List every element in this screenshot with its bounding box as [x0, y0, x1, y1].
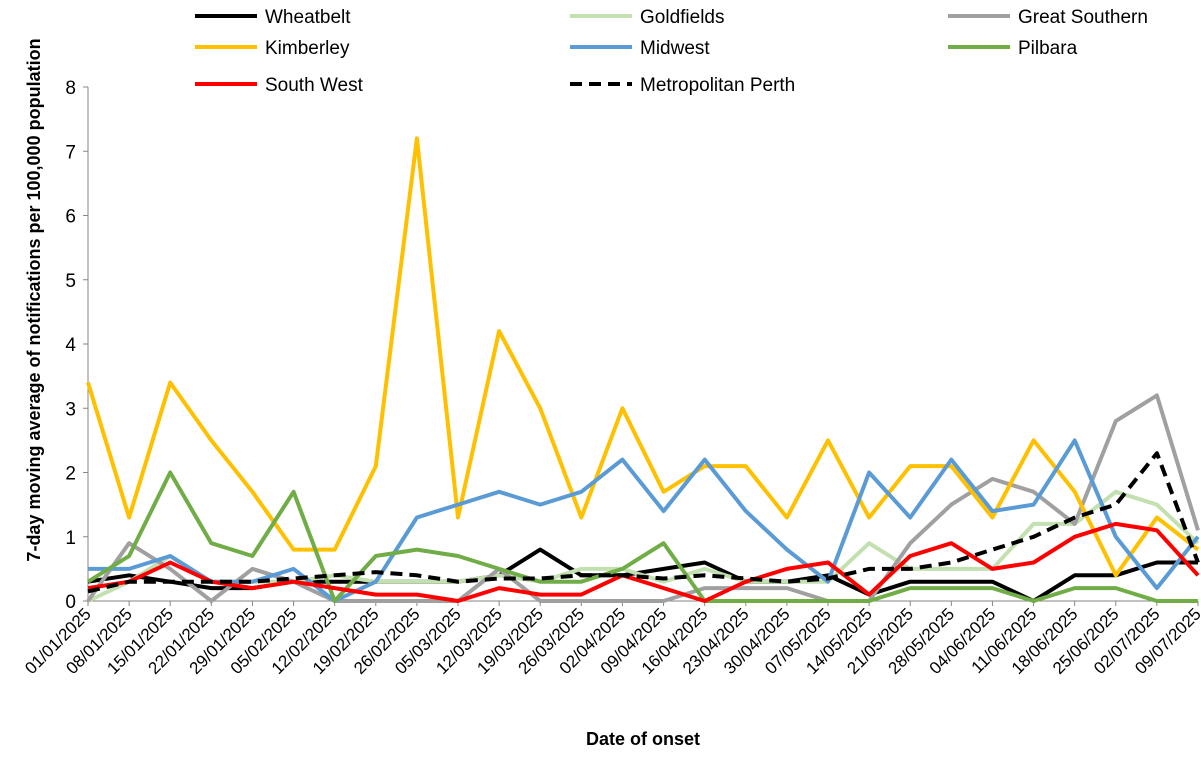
legend-label: Midwest — [640, 38, 710, 59]
legend-label: Great Southern — [1018, 7, 1148, 28]
legend-label: South West — [265, 75, 364, 96]
series-line — [86, 136, 1200, 578]
y-tick-label: 8 — [65, 78, 76, 99]
legend-label: Metropolitan Perth — [640, 75, 795, 96]
series-line — [88, 438, 1200, 603]
y-tick-label: 3 — [65, 399, 76, 420]
series-line — [87, 451, 1200, 594]
y-tick-label: 4 — [65, 335, 76, 356]
y-tick-label: 0 — [65, 592, 76, 613]
y-tick-label: 7 — [65, 142, 76, 163]
series-line — [86, 470, 1198, 603]
y-tick-label: 2 — [65, 464, 76, 485]
series-line — [87, 489, 1200, 603]
legend-label: Wheatbelt — [265, 7, 351, 28]
y-tick-label: 1 — [65, 528, 76, 549]
legend-label: Pilbara — [1018, 38, 1078, 59]
x-axis-title: Date of onset — [586, 729, 700, 749]
legend-label: Goldfields — [640, 7, 725, 28]
y-axis-title: 7-day moving average of notifications pe… — [24, 38, 44, 562]
y-tick-label: 6 — [65, 207, 76, 228]
series-line — [87, 521, 1200, 603]
legend-label: Kimberley — [265, 38, 350, 59]
y-tick-label: 5 — [65, 271, 76, 292]
